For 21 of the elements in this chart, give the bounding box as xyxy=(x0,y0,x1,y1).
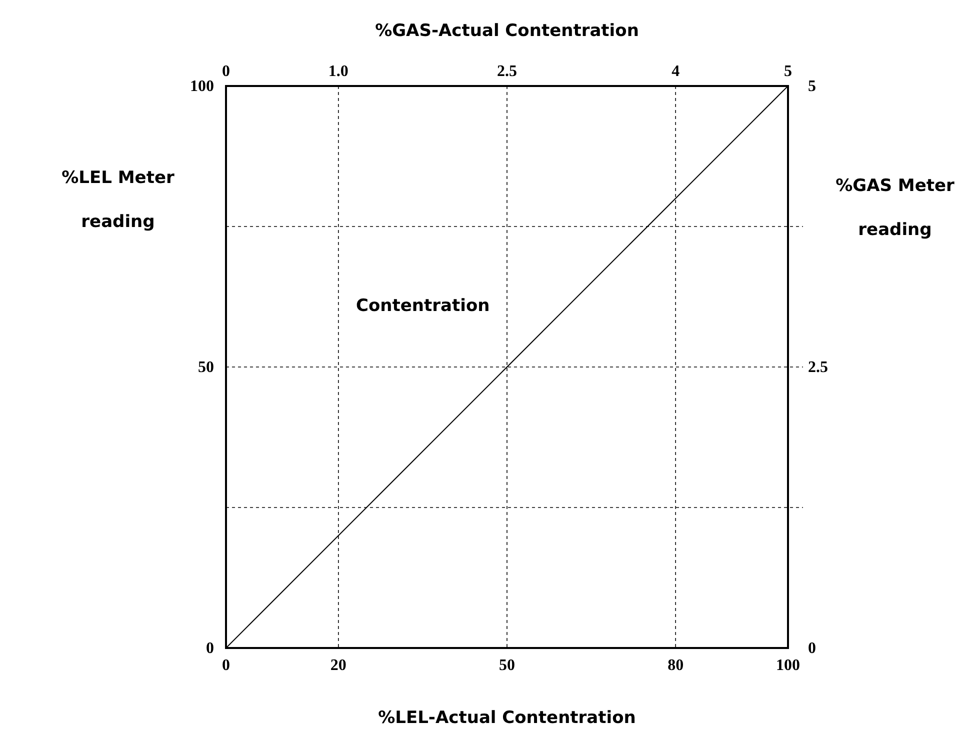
x-tick-label: 50 xyxy=(499,657,515,674)
y2-tick-label: 5 xyxy=(808,78,816,95)
y-tick-label: 0 xyxy=(206,640,214,657)
x2-tick-label: 0 xyxy=(222,63,230,80)
x2-axis-title: %GAS-Actual Contentration xyxy=(375,21,639,41)
y2-tick-label: 0 xyxy=(808,640,816,657)
y-tick-label: 100 xyxy=(190,78,214,95)
y2-tick-label: 2.5 xyxy=(808,359,828,376)
annotation: Contentration xyxy=(356,296,490,316)
x-tick-label: 100 xyxy=(776,657,800,674)
x-tick-label: 0 xyxy=(222,657,230,674)
x-tick-label: 80 xyxy=(668,657,684,674)
x-tick-label: 20 xyxy=(330,657,346,674)
text: %LEL Meter reading xyxy=(62,168,174,232)
x2-tick-label: 2.5 xyxy=(497,63,517,80)
text: %GAS Meter reading xyxy=(836,176,954,240)
x-axis-title: %LEL-Actual Contentration xyxy=(378,708,636,728)
text: 1.0 xyxy=(328,63,348,80)
x2-tick-label: 5 xyxy=(784,63,792,80)
y-tick-label: 50 xyxy=(198,359,214,376)
x2-tick-label: 4 xyxy=(672,63,680,80)
